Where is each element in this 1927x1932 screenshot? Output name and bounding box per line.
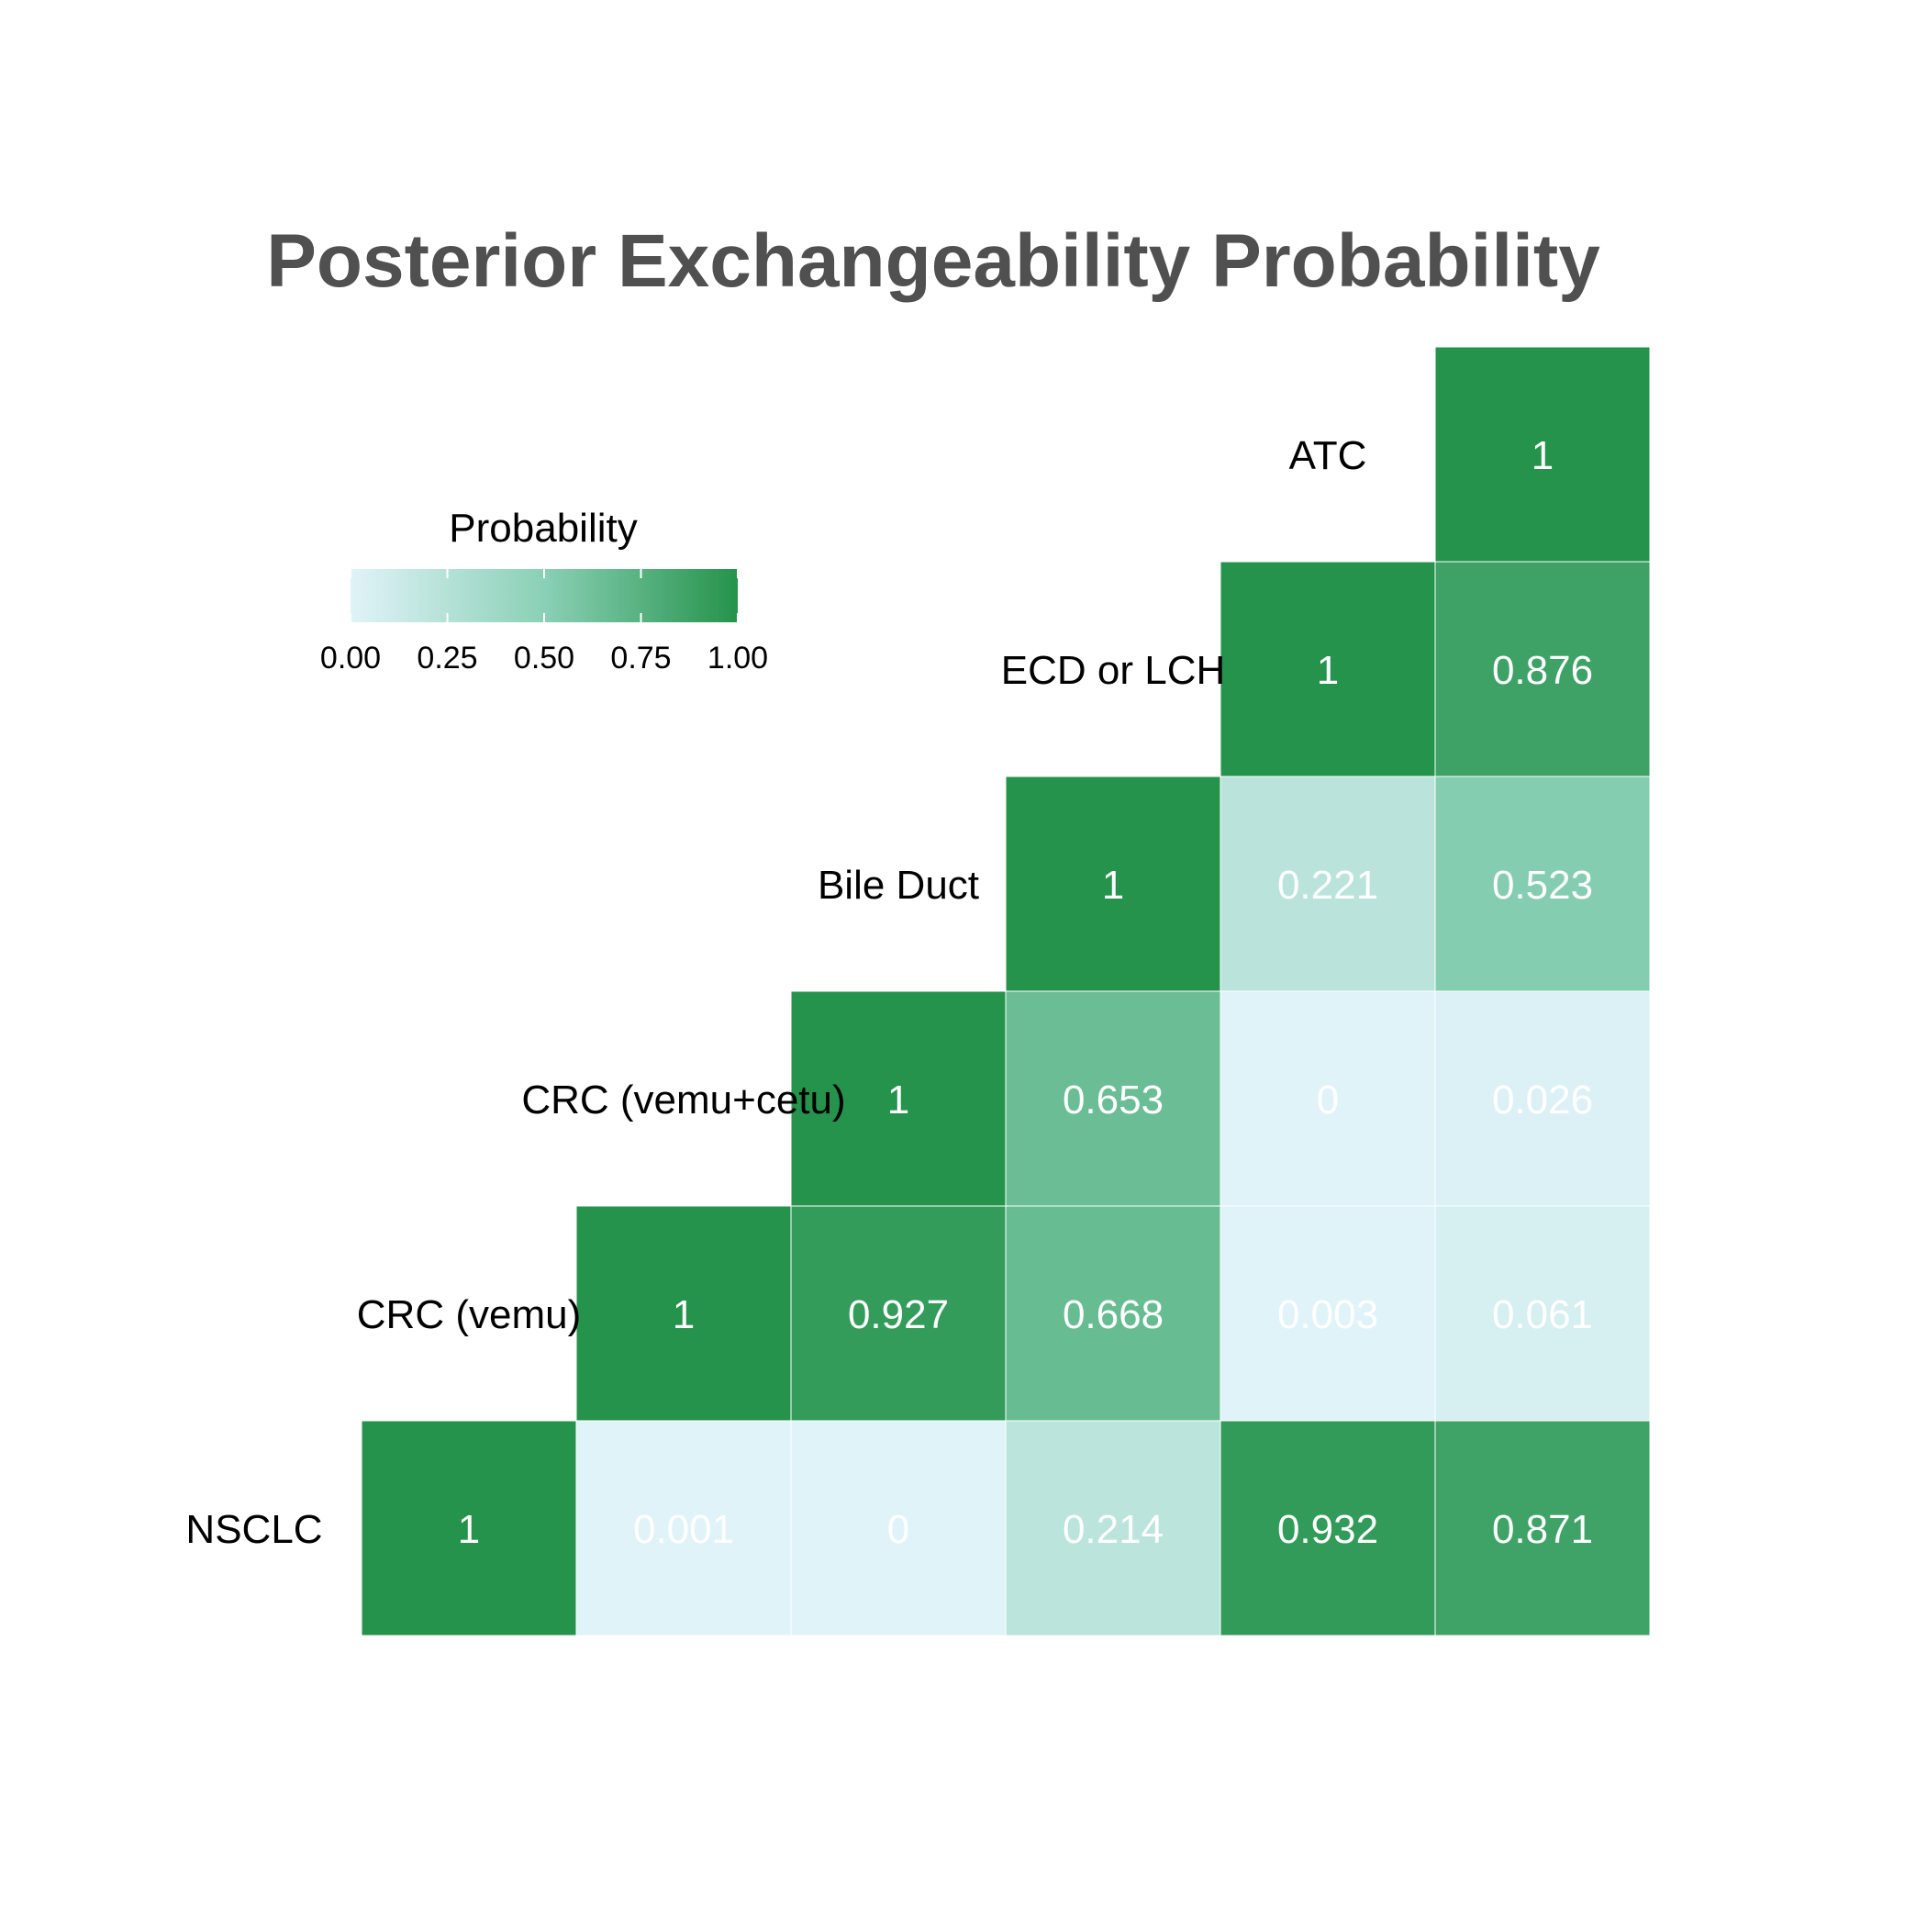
heatmap-cell-1-3 <box>1005 1205 1221 1422</box>
heatmap-cell-2-2 <box>790 990 1007 1207</box>
chart-title: Posterior Exchangeability Probability <box>266 219 1600 303</box>
heatmap-cell-4-5 <box>1434 561 1651 777</box>
row-label: ECD or LCH <box>1001 648 1226 693</box>
cell-value-label: 1 <box>887 1078 909 1122</box>
heatmap-cell-3-3 <box>1005 776 1221 992</box>
heatmap-cell-2-5 <box>1434 990 1651 1207</box>
heatmap-cell-1-2 <box>790 1205 1007 1422</box>
cell-value-label: 1 <box>1532 433 1554 478</box>
cell-value-label: 0.221 <box>1277 863 1378 908</box>
heatmap-cell-1-5 <box>1434 1205 1651 1422</box>
cell-value-label: 1 <box>458 1507 480 1552</box>
cell-value-label: 1 <box>1317 648 1339 693</box>
cell-value-label: 0.214 <box>1063 1507 1164 1552</box>
heatmap-cells: 1 0.001 0 0.214 0.932 0.871 1 0.927 0.668 0.003 0.… <box>361 346 1651 1636</box>
legend-tick-label: 1.00 <box>707 641 768 676</box>
row-label: ATC <box>1289 433 1367 478</box>
heatmap-cell-2-3 <box>1005 990 1221 1207</box>
legend-tick-label: 0.75 <box>610 641 671 676</box>
cell-value-label: 0.932 <box>1277 1507 1378 1552</box>
heatmap-cell-3-5 <box>1434 776 1651 992</box>
legend-tick-label: 0.25 <box>417 641 477 676</box>
heatmap-cell-0-3 <box>1005 1420 1221 1636</box>
cell-value-label: 0.927 <box>848 1292 949 1337</box>
heatmap-cell-1-4 <box>1220 1205 1436 1422</box>
cell-value-label: 0 <box>887 1507 909 1552</box>
row-label: NSCLC <box>185 1507 322 1552</box>
heatmap-cell-5-5 <box>1434 346 1651 563</box>
cell-value-label: 0.871 <box>1492 1507 1593 1552</box>
cell-value-label: 0.001 <box>633 1507 734 1552</box>
heatmap-cell-2-4 <box>1220 990 1436 1207</box>
heatmap-cell-0-2 <box>790 1420 1007 1636</box>
cell-value-label: 0.876 <box>1492 648 1593 693</box>
heatmap-cell-0-4 <box>1220 1420 1436 1636</box>
cell-value-label: 0 <box>1317 1078 1339 1122</box>
row-labels: NSCLC CRC (vemu) CRC (vemu+cetu) Bile Duct E… <box>185 433 1366 1552</box>
cell-value-label: 0.003 <box>1277 1292 1378 1337</box>
legend-title: Probability <box>449 506 637 551</box>
cell-value-label: 0.523 <box>1492 863 1593 908</box>
cell-value-label: 1 <box>1102 863 1124 908</box>
cell-value-label: 1 <box>673 1292 695 1337</box>
cell-value-label: 0.668 <box>1063 1292 1164 1337</box>
row-label: Bile Duct <box>818 863 979 908</box>
cell-value-label: 0.653 <box>1063 1078 1164 1122</box>
legend-tick-label: 0.50 <box>514 641 574 676</box>
row-label: CRC (vemu+cetu) <box>521 1078 845 1122</box>
heatmap-cell-0-0 <box>361 1420 577 1636</box>
heatmap-cell-0-5 <box>1434 1420 1651 1636</box>
cell-value-label: 0.026 <box>1492 1078 1593 1122</box>
legend-tick-label: 0.00 <box>320 641 381 676</box>
color-legend: Probability 0.00 0.25 0.50 0.75 1.00 <box>320 506 768 676</box>
heatmap-cell-1-1 <box>575 1205 792 1422</box>
heatmap-cell-4-4 <box>1220 561 1436 777</box>
heatmap-cell-3-4 <box>1220 776 1436 992</box>
row-label: CRC (vemu) <box>357 1292 581 1337</box>
cell-value-label: 0.061 <box>1492 1292 1593 1337</box>
